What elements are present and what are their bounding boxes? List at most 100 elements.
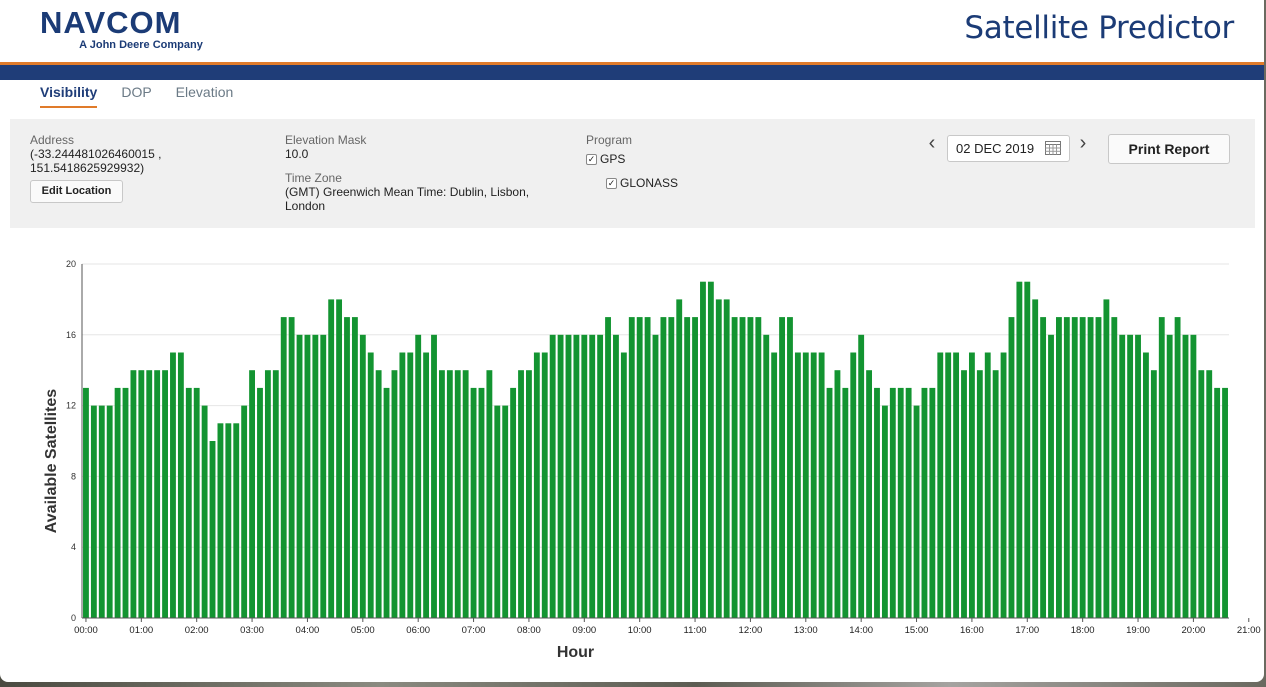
bar bbox=[1024, 281, 1031, 618]
x-tick-label: 17:00 bbox=[1015, 625, 1039, 636]
bar bbox=[130, 370, 137, 618]
x-tick-label: 14:00 bbox=[849, 625, 873, 636]
bar bbox=[336, 299, 343, 618]
x-tick-label: 11:00 bbox=[684, 625, 707, 636]
bar bbox=[383, 387, 390, 618]
bar bbox=[668, 317, 675, 618]
bar bbox=[1056, 317, 1062, 618]
glonass-checkbox[interactable]: ✓ bbox=[606, 177, 617, 189]
bar bbox=[185, 387, 192, 618]
bar bbox=[438, 370, 445, 618]
date-value: 02 DEC 2019 bbox=[956, 141, 1035, 156]
bar bbox=[897, 387, 904, 618]
next-date-button[interactable]: › bbox=[1079, 132, 1087, 154]
bar bbox=[684, 317, 691, 618]
bar bbox=[976, 370, 983, 618]
bar bbox=[834, 370, 841, 618]
bar bbox=[106, 405, 113, 618]
bar bbox=[874, 387, 880, 618]
bar bbox=[826, 387, 833, 618]
bar bbox=[1166, 334, 1173, 618]
date-input[interactable]: 02 DEC 2019 bbox=[947, 135, 1070, 162]
bar bbox=[787, 317, 793, 618]
bar bbox=[1095, 317, 1102, 618]
bar bbox=[1190, 334, 1197, 618]
bar bbox=[660, 317, 667, 618]
gps-checkbox-row[interactable]: ✓ GPS bbox=[586, 151, 625, 167]
bar bbox=[1214, 387, 1221, 618]
edit-location-button[interactable]: Edit Location bbox=[30, 180, 123, 203]
bar bbox=[1222, 387, 1228, 618]
bar bbox=[367, 352, 374, 618]
glonass-checkbox-row[interactable]: ✓ GLONASS bbox=[606, 175, 678, 191]
bar bbox=[494, 405, 501, 618]
x-tick-label: 07:00 bbox=[462, 625, 486, 636]
x-tick-label: 19:00 bbox=[1126, 625, 1150, 636]
timezone-section: Time Zone (GMT) Greenwich Mean Time: Dub… bbox=[285, 171, 565, 213]
bar bbox=[1071, 317, 1078, 618]
timezone-value: (GMT) Greenwich Mean Time: Dublin, Lisbo… bbox=[285, 185, 530, 213]
bar bbox=[1135, 334, 1141, 618]
bar bbox=[407, 352, 414, 618]
bar bbox=[280, 317, 287, 618]
bar bbox=[391, 370, 398, 618]
bar bbox=[755, 317, 762, 618]
x-tick-label: 05:00 bbox=[351, 625, 375, 636]
bar bbox=[1048, 334, 1054, 618]
bar bbox=[1103, 299, 1110, 618]
bar bbox=[597, 334, 604, 618]
bar bbox=[723, 299, 730, 618]
bar bbox=[264, 370, 271, 618]
bar bbox=[866, 370, 873, 618]
bar bbox=[881, 405, 888, 618]
bar bbox=[889, 387, 896, 618]
bar bbox=[1008, 317, 1015, 618]
bar bbox=[423, 352, 430, 618]
bar bbox=[272, 370, 279, 618]
previous-date-button[interactable]: ‹ bbox=[928, 132, 936, 154]
bar bbox=[1174, 317, 1181, 618]
bar bbox=[359, 334, 366, 618]
x-tick-label: 03:00 bbox=[240, 625, 264, 636]
bar bbox=[177, 352, 184, 618]
bar bbox=[170, 352, 176, 618]
bar bbox=[328, 299, 335, 618]
bar bbox=[581, 334, 588, 618]
y-tick-label: 0 bbox=[71, 613, 76, 623]
x-tick-label: 21:00 bbox=[1237, 625, 1261, 636]
print-report-button[interactable]: Print Report bbox=[1108, 134, 1230, 164]
tab-dop[interactable]: DOP bbox=[121, 84, 152, 100]
bar bbox=[526, 370, 532, 618]
bar bbox=[1032, 299, 1039, 618]
bar bbox=[454, 370, 461, 618]
gps-checkbox[interactable]: ✓ bbox=[586, 153, 597, 165]
bar bbox=[296, 334, 303, 618]
tab-visibility[interactable]: Visibility bbox=[40, 84, 98, 108]
bar bbox=[1111, 317, 1118, 618]
bar bbox=[613, 334, 619, 618]
header-band bbox=[0, 65, 1264, 80]
bar bbox=[288, 317, 295, 618]
bar bbox=[193, 387, 200, 618]
bar bbox=[573, 334, 580, 618]
bar bbox=[320, 334, 327, 618]
control-panel: Address (-33.244481026460015 , 151.54186… bbox=[10, 119, 1255, 228]
x-tick-label: 01:00 bbox=[129, 625, 153, 636]
x-tick-label: 06:00 bbox=[406, 625, 430, 636]
bar bbox=[992, 370, 999, 618]
bar bbox=[1143, 352, 1149, 618]
calendar-icon[interactable] bbox=[1045, 141, 1061, 155]
navcom-logo[interactable]: NAVCOM A John Deere Company bbox=[40, 7, 242, 51]
bar bbox=[217, 423, 224, 618]
bar bbox=[114, 387, 121, 618]
bar bbox=[605, 317, 611, 618]
bar bbox=[90, 405, 97, 618]
x-tick-label: 12:00 bbox=[739, 625, 763, 636]
bar bbox=[1158, 317, 1165, 618]
bar bbox=[257, 387, 263, 618]
bar bbox=[510, 387, 517, 618]
bar bbox=[1000, 352, 1007, 618]
bar bbox=[478, 387, 485, 618]
tab-elevation[interactable]: Elevation bbox=[175, 84, 234, 100]
bar bbox=[431, 334, 437, 618]
